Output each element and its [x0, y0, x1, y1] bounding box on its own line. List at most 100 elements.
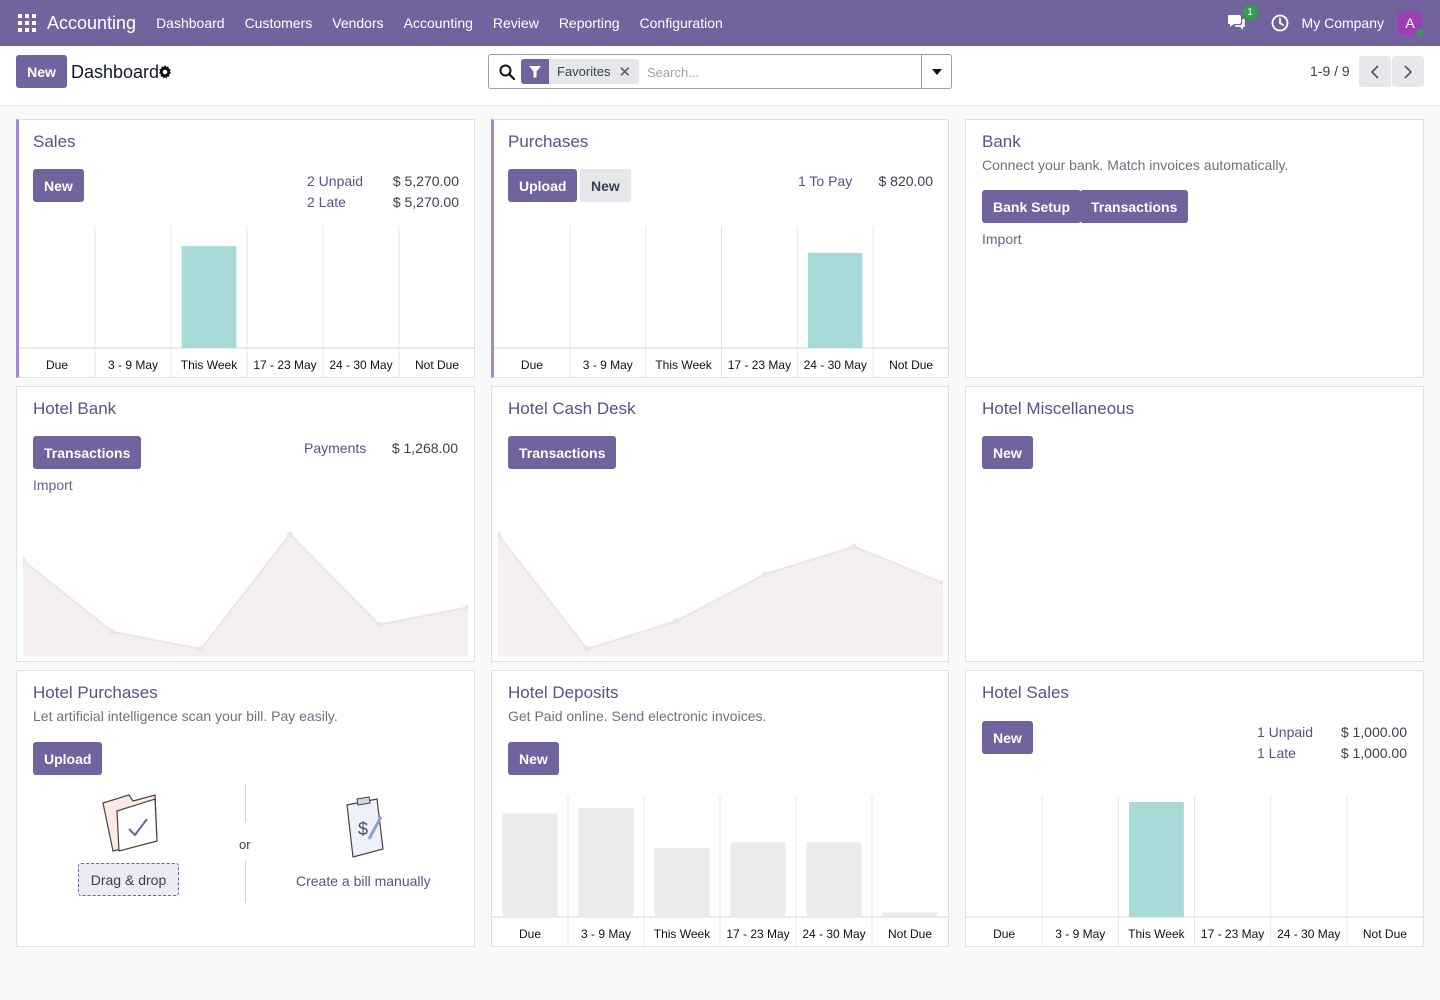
filter-icon	[521, 59, 549, 84]
chart-point	[584, 646, 590, 653]
search-input[interactable]	[647, 61, 917, 83]
chart-line	[23, 532, 468, 651]
bill-clipboard-icon: $	[346, 796, 384, 858]
search-bar: Favorites ✕	[488, 54, 952, 89]
purchases-to-pay-amount: $ 820.00	[878, 173, 934, 189]
gear-icon[interactable]	[158, 65, 172, 79]
company-switcher[interactable]: My Company	[1301, 15, 1384, 31]
card-subtitle: Let artificial intelligence scan your bi…	[33, 708, 338, 724]
chart-tick-label: 17 - 23 May	[253, 358, 316, 372]
card-title[interactable]: Hotel Sales	[982, 683, 1069, 702]
sales-unpaid-link[interactable]: 2 Unpaid	[307, 173, 364, 189]
card-title[interactable]: Sales	[33, 132, 76, 151]
chat-badge: 1	[1242, 5, 1258, 20]
chart-bar	[730, 842, 786, 917]
hotel-bank-transactions-button[interactable]: Transactions	[33, 436, 142, 469]
chat-icon[interactable]: 1	[1227, 5, 1258, 34]
facet-remove-icon[interactable]: ✕	[618, 63, 632, 81]
card-title[interactable]: Bank	[982, 132, 1021, 151]
hotel-bank-import-link[interactable]: Import	[33, 477, 73, 493]
purchases-bar-chart: Due 3 - 9 May This Week 17 - 23 May 24 - 30 …	[494, 226, 949, 378]
app-brand[interactable]: Accounting	[47, 12, 137, 33]
bank-import-link[interactable]: Import	[982, 231, 1022, 247]
hotel-cash-transactions-button[interactable]: Transactions	[508, 436, 617, 469]
bank-transactions-button[interactable]: Transactions	[1080, 190, 1189, 223]
hotel-sales-late-link[interactable]: 1 Late	[1257, 745, 1296, 761]
card-title[interactable]: Hotel Miscellaneous	[982, 399, 1135, 418]
chart-bar	[882, 912, 938, 917]
card-purchases: Purchases Upload New 1 To Pay $ 820.00 D…	[491, 119, 949, 378]
hotel-purchases-upload-button[interactable]: Upload	[33, 742, 103, 775]
card-hotel-miscellaneous: Hotel Miscellaneous New	[965, 386, 1424, 662]
apps-menu-icon[interactable]	[18, 14, 36, 32]
page-title: Dashboard	[71, 62, 160, 82]
chart-tick-label: 3 - 9 May	[583, 358, 633, 372]
chart-tick-label: 24 - 30 May	[1277, 927, 1340, 941]
card-bank: Bank Connect your bank. Match invoices a…	[965, 119, 1424, 378]
chart-line	[498, 533, 943, 651]
card-title[interactable]: Hotel Bank	[33, 399, 117, 418]
pager-previous-button[interactable]	[1359, 56, 1391, 87]
drag-drop-zone[interactable]: Drag & drop	[78, 863, 179, 896]
search-options-toggle[interactable]	[921, 55, 951, 88]
nav-vendors[interactable]: Vendors	[332, 15, 384, 31]
hotel-sales-late-amount: $ 1,000.00	[1340, 745, 1407, 761]
chart-tick-label: 17 - 23 May	[1201, 927, 1264, 941]
nav-configuration[interactable]: Configuration	[639, 15, 723, 31]
card-sales: Sales New 2 Unpaid $ 5,270.00 2 Late $ 5…	[16, 119, 475, 378]
pager-value[interactable]: 1-9 / 9	[1310, 63, 1350, 79]
nav-review[interactable]: Review	[492, 15, 539, 31]
caret-down-icon	[931, 68, 942, 75]
chart-tick-label: Not Due	[888, 927, 932, 941]
chevron-left-icon	[1371, 64, 1379, 79]
chart-tick-label: This Week	[655, 358, 712, 372]
nav-accounting[interactable]: Accounting	[403, 15, 473, 31]
card-title[interactable]: Hotel Cash Desk	[508, 399, 636, 418]
divider	[245, 861, 246, 903]
new-button[interactable]: New	[16, 55, 67, 88]
pager-next-button[interactable]	[1392, 56, 1424, 87]
hotel-misc-new-button[interactable]: New	[982, 436, 1033, 469]
chart-point	[109, 628, 115, 635]
hotel-sales-unpaid-link[interactable]: 1 Unpaid	[1257, 724, 1314, 740]
card-title[interactable]: Purchases	[508, 132, 589, 151]
hotel-bank-payments-link[interactable]: Payments	[304, 440, 367, 456]
hotel-bank-payments-amount: $ 1,268.00	[391, 440, 458, 456]
user-avatar[interactable]: A	[1398, 11, 1425, 38]
nav-customers[interactable]: Customers	[244, 15, 313, 31]
top-navbar: Accounting Dashboard Customers Vendors A…	[0, 0, 1440, 46]
or-label: or	[239, 837, 251, 852]
nav-reporting[interactable]: Reporting	[558, 15, 620, 31]
chart-area	[498, 534, 943, 656]
purchases-new-button[interactable]: New	[580, 169, 631, 202]
chart-tick-label: 24 - 30 May	[804, 358, 867, 372]
nav-dashboard[interactable]: Dashboard	[156, 15, 225, 31]
hotel-cash-area-chart	[498, 505, 943, 656]
chart-tick-label: 3 - 9 May	[108, 358, 158, 372]
sales-late-link[interactable]: 2 Late	[307, 194, 346, 210]
card-hotel-purchases: Hotel Purchases Let artificial intellige…	[16, 670, 475, 947]
create-bill-manually-link[interactable]: Create a bill manually	[296, 873, 431, 889]
hotel-sales-new-button[interactable]: New	[982, 721, 1033, 754]
navbar-systray: 1 My Company A	[1227, 0, 1440, 46]
purchases-upload-button[interactable]: Upload	[508, 169, 578, 202]
chart-tick-label: Due	[521, 358, 543, 372]
chart-bar	[1128, 802, 1184, 917]
chart-bar	[578, 807, 634, 917]
purchases-to-pay-link[interactable]: 1 To Pay	[798, 173, 853, 189]
search-icon[interactable]	[499, 64, 515, 80]
chevron-right-icon	[1404, 64, 1412, 79]
chart-point	[465, 604, 468, 611]
card-title[interactable]: Hotel Purchases	[33, 683, 158, 702]
bank-setup-button[interactable]: Bank Setup	[982, 190, 1082, 223]
sales-new-button[interactable]: New	[33, 169, 84, 202]
chart-tick-label: Not Due	[1363, 927, 1407, 941]
chart-tick-label: Not Due	[415, 358, 459, 372]
hotel-deposits-new-button[interactable]: New	[508, 742, 559, 775]
card-title[interactable]: Hotel Deposits	[508, 683, 619, 702]
hotel-sales-unpaid-amount: $ 1,000.00	[1340, 724, 1407, 740]
avatar-letter: A	[1405, 15, 1415, 31]
clock-icon[interactable]	[1271, 14, 1289, 32]
control-panel: New Dashboard Favorites ✕ 1-9 / 9	[0, 46, 1440, 106]
chart-point	[851, 543, 857, 550]
